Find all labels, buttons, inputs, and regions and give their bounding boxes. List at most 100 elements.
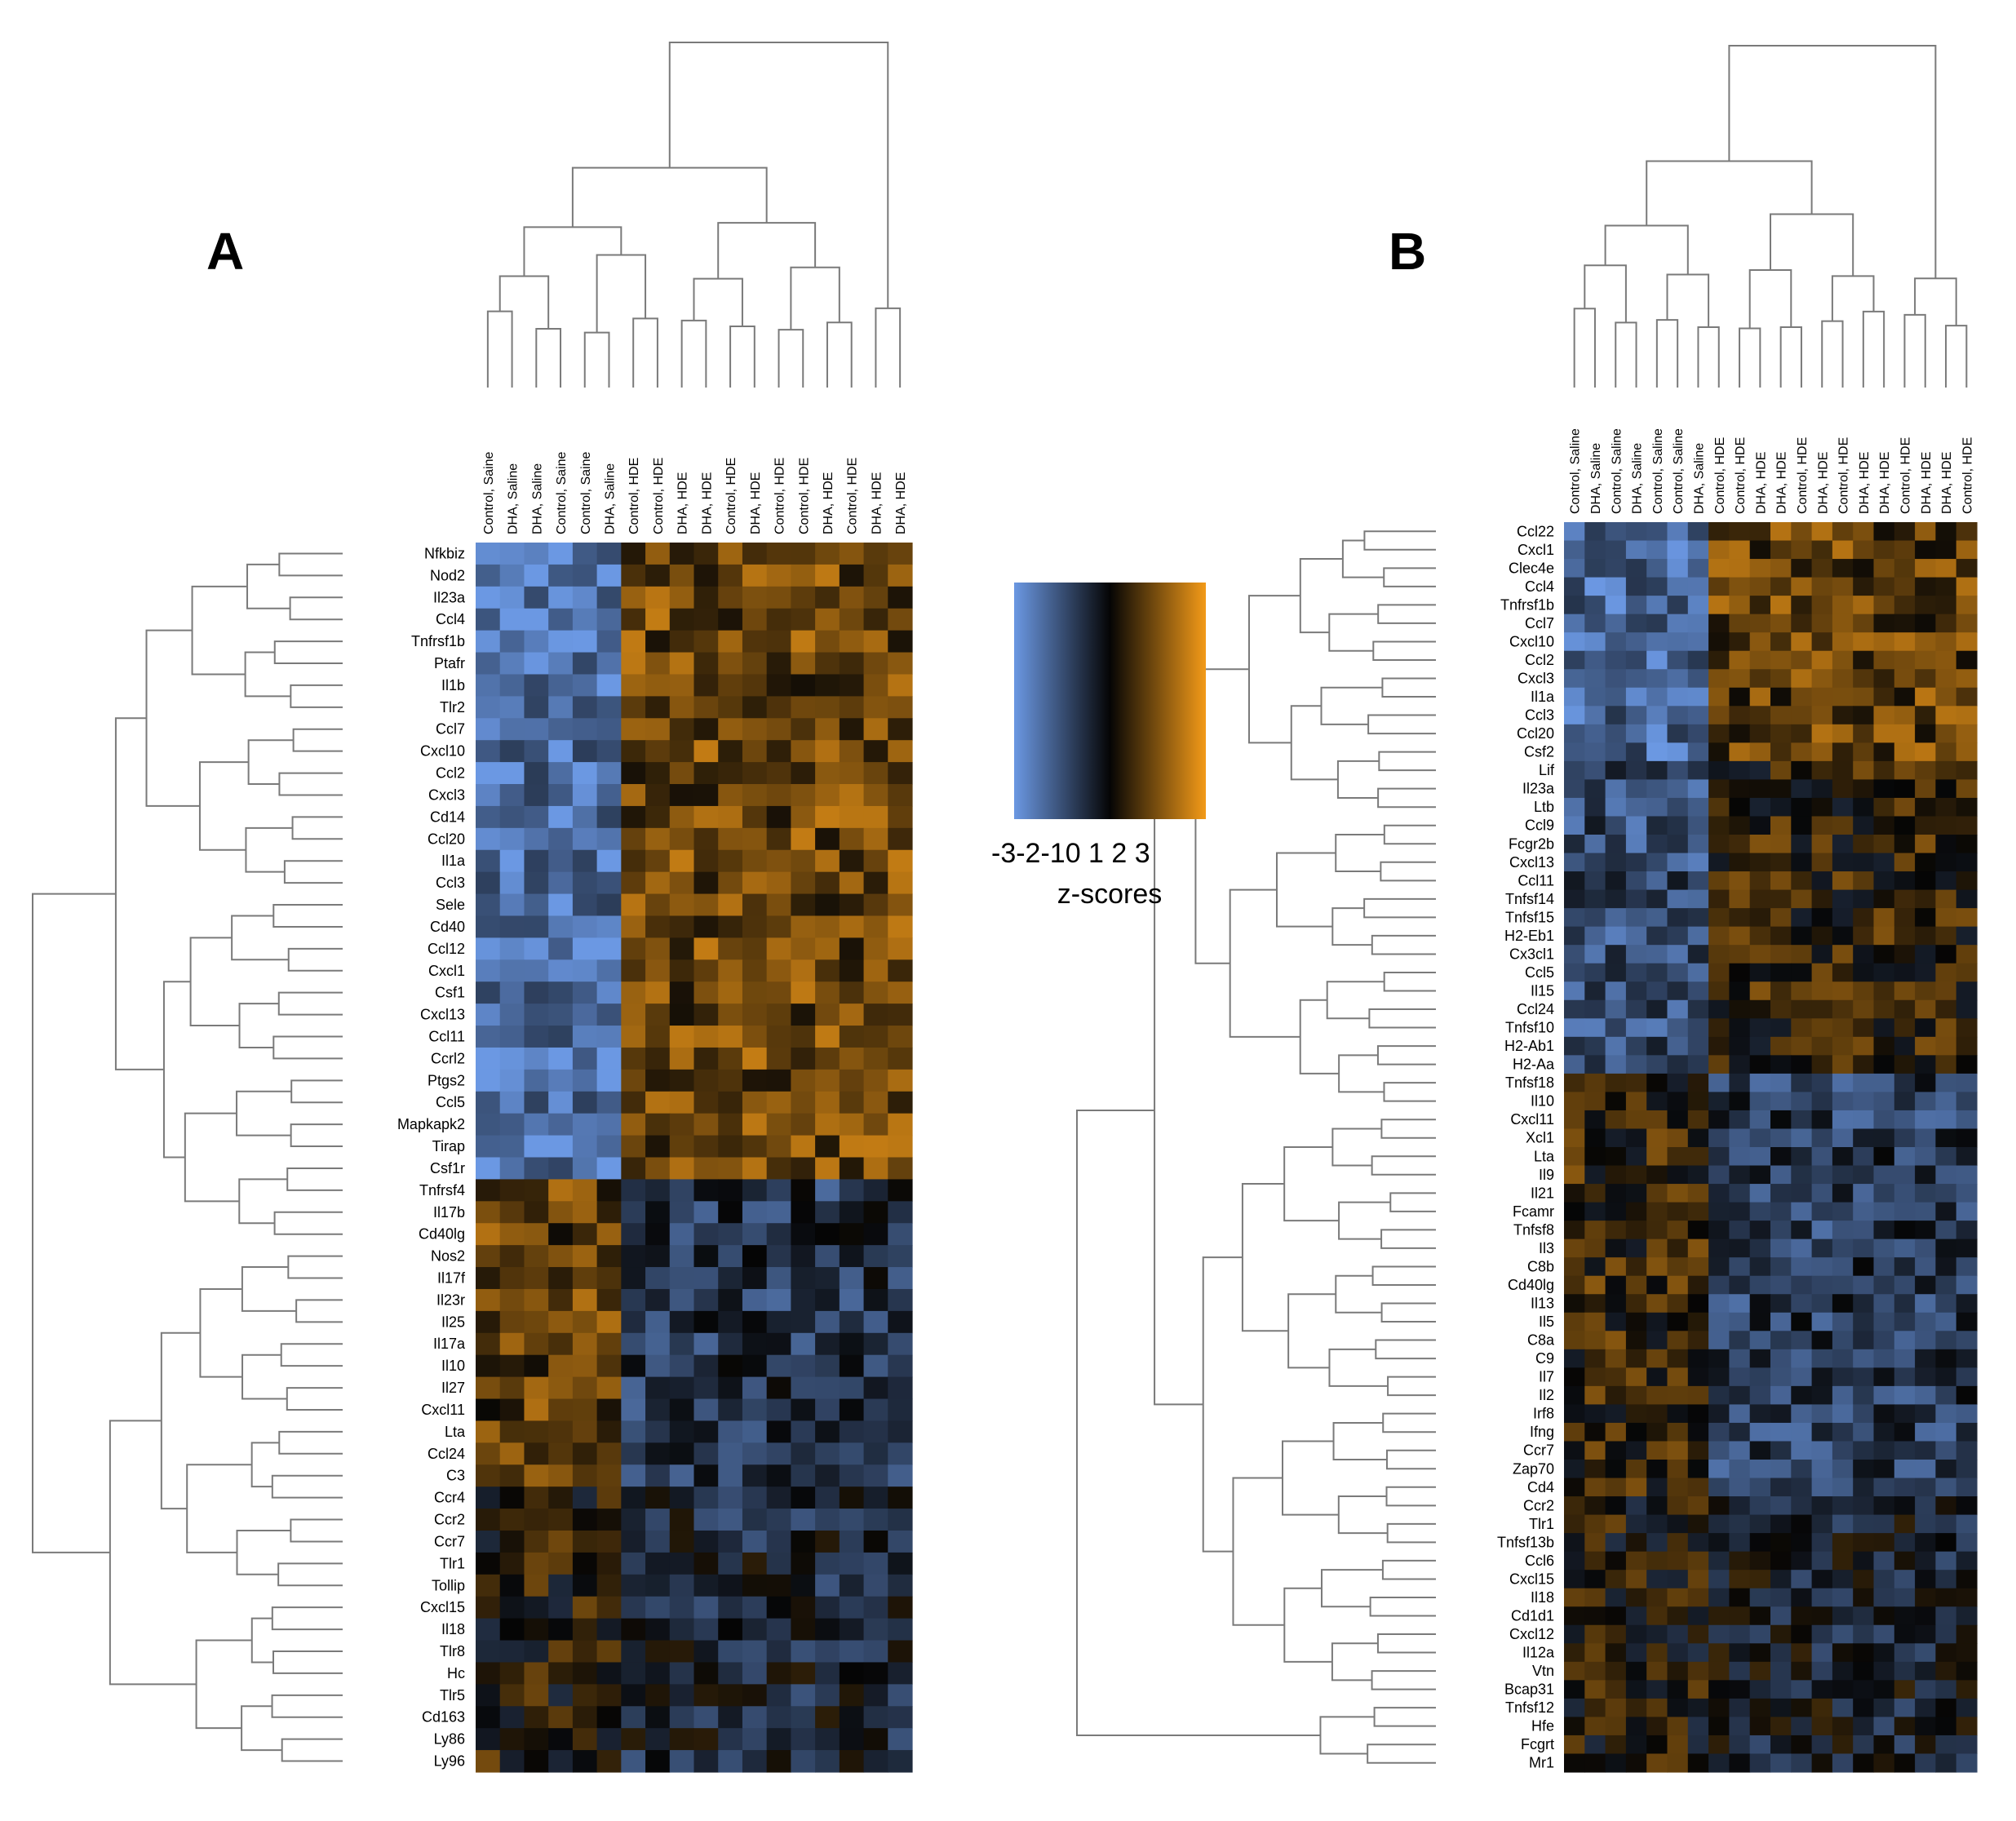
heatmap-cell — [1873, 1404, 1895, 1424]
heatmap-cell — [791, 1684, 816, 1707]
heatmap-cell — [1564, 559, 1585, 578]
heatmap-cell — [669, 1509, 695, 1531]
heatmap-cell — [1770, 650, 1792, 670]
heatmap-cell — [669, 1223, 695, 1246]
heatmap-cell — [1853, 835, 1875, 854]
heatmap-cell — [1956, 1092, 1978, 1111]
heatmap-cell — [815, 1354, 840, 1378]
heatmap-cell — [1770, 1404, 1792, 1424]
heatmap-cell — [1605, 687, 1627, 707]
heatmap-cell — [1935, 1533, 1957, 1553]
heatmap-cell — [1646, 1165, 1668, 1185]
heatmap-cell — [548, 1750, 574, 1773]
heatmap-cell — [548, 1288, 574, 1312]
heatmap-cell — [1625, 1551, 1647, 1571]
heatmap-cell — [1915, 1735, 1936, 1755]
dendrogram-branch — [238, 1003, 279, 1048]
heatmap-cell — [1935, 1294, 1957, 1314]
heatmap-cell — [1687, 1385, 1709, 1406]
dendrogram-branch — [295, 1299, 343, 1323]
heatmap-cell — [476, 1267, 501, 1290]
heatmap-cell — [766, 1135, 791, 1159]
heatmap-cell — [863, 1486, 888, 1509]
heatmap-cell — [1667, 1588, 1689, 1607]
heatmap-cell — [1605, 1533, 1627, 1553]
heatmap-cell — [621, 1596, 646, 1619]
heatmap-cell — [815, 1486, 840, 1509]
heatmap-cell — [1915, 1349, 1936, 1368]
heatmap-cell — [1749, 797, 1771, 817]
heatmap-cell — [1729, 1055, 1751, 1074]
heatmap-cell — [548, 1728, 574, 1751]
heatmap-cell — [1605, 706, 1627, 725]
heatmap-cell — [1729, 577, 1751, 596]
heatmap-cell — [1625, 1441, 1647, 1460]
heatmap-cell — [572, 652, 598, 676]
heatmap-cell — [693, 1574, 719, 1597]
heatmap-cell — [669, 608, 695, 631]
heatmap-cell — [596, 1354, 622, 1378]
heatmap-cell — [1770, 1221, 1792, 1240]
heatmap-cell — [1605, 1588, 1627, 1607]
heatmap-cell — [1646, 614, 1668, 633]
heatmap-cell — [791, 652, 816, 676]
heatmap-cell — [1708, 1551, 1730, 1571]
heatmap-cell — [1791, 835, 1813, 854]
heatmap-cell — [1956, 1460, 1978, 1479]
heatmap-cell — [596, 1596, 622, 1619]
heatmap-cell — [476, 608, 501, 631]
heatmap-cell — [1584, 926, 1606, 946]
heatmap-cell — [766, 652, 791, 676]
heatmap-cell — [791, 718, 816, 741]
heatmap-cell — [1853, 522, 1875, 542]
heatmap-cell — [863, 784, 888, 807]
heatmap-cell — [1956, 1551, 1978, 1571]
row-labels-b: Ccl22Cxcl1Clec4eCcl4Tnfrsf1bCcl7Cxcl10Cc… — [1497, 523, 1555, 1770]
heatmap-cell — [1625, 853, 1647, 872]
heatmap-cell — [1811, 706, 1833, 725]
heatmap-cell — [1791, 687, 1813, 707]
heatmap-cell — [1791, 1110, 1813, 1130]
heatmap-cell — [645, 1179, 671, 1202]
heatmap-cell — [621, 915, 646, 938]
heatmap-cell — [1667, 650, 1689, 670]
heatmap-cell — [1791, 963, 1813, 982]
column-label: Control, HDE — [773, 458, 787, 534]
heatmap-cell — [499, 959, 525, 982]
heatmap-cell — [669, 1201, 695, 1224]
heatmap-cell — [1584, 577, 1606, 596]
row-label: C8b — [1527, 1258, 1554, 1274]
heatmap-cell — [1729, 632, 1751, 652]
heatmap-cell — [1646, 1312, 1668, 1331]
heatmap-cell — [596, 1113, 622, 1136]
heatmap-cell — [1687, 926, 1709, 946]
heatmap-cell — [1935, 706, 1957, 725]
heatmap-cell — [1791, 1165, 1813, 1185]
heatmap-cell — [718, 1069, 743, 1092]
heatmap-cell — [1625, 687, 1647, 707]
heatmap-cell — [1873, 853, 1895, 872]
heatmap-cell — [1770, 1147, 1792, 1167]
heatmap-cell — [1873, 835, 1895, 854]
heatmap-cell — [1687, 1460, 1709, 1479]
heatmap-cell — [1811, 1735, 1833, 1755]
heatmap-cell — [1749, 1110, 1771, 1130]
heatmap-cell — [1708, 1422, 1730, 1442]
heatmap-cell — [1625, 614, 1647, 633]
heatmap-cell — [621, 1398, 646, 1422]
heatmap-cell — [863, 1004, 888, 1026]
heatmap-cell — [1894, 1735, 1916, 1755]
heatmap-cell — [1646, 1331, 1668, 1350]
heatmap-cell — [476, 1179, 501, 1202]
heatmap-cell — [1708, 1404, 1730, 1424]
dendrogram-branch — [1338, 1201, 1391, 1240]
heatmap-cell — [718, 1574, 743, 1597]
heatmap-cell — [1708, 963, 1730, 982]
heatmap-cell — [815, 1640, 840, 1664]
heatmap-cell — [1956, 1404, 1978, 1424]
heatmap-cell — [839, 652, 865, 676]
heatmap-cell — [524, 893, 549, 917]
heatmap-cell — [888, 937, 913, 960]
dendrogram-branch — [273, 1211, 343, 1235]
heatmap-cell — [1811, 1073, 1833, 1093]
